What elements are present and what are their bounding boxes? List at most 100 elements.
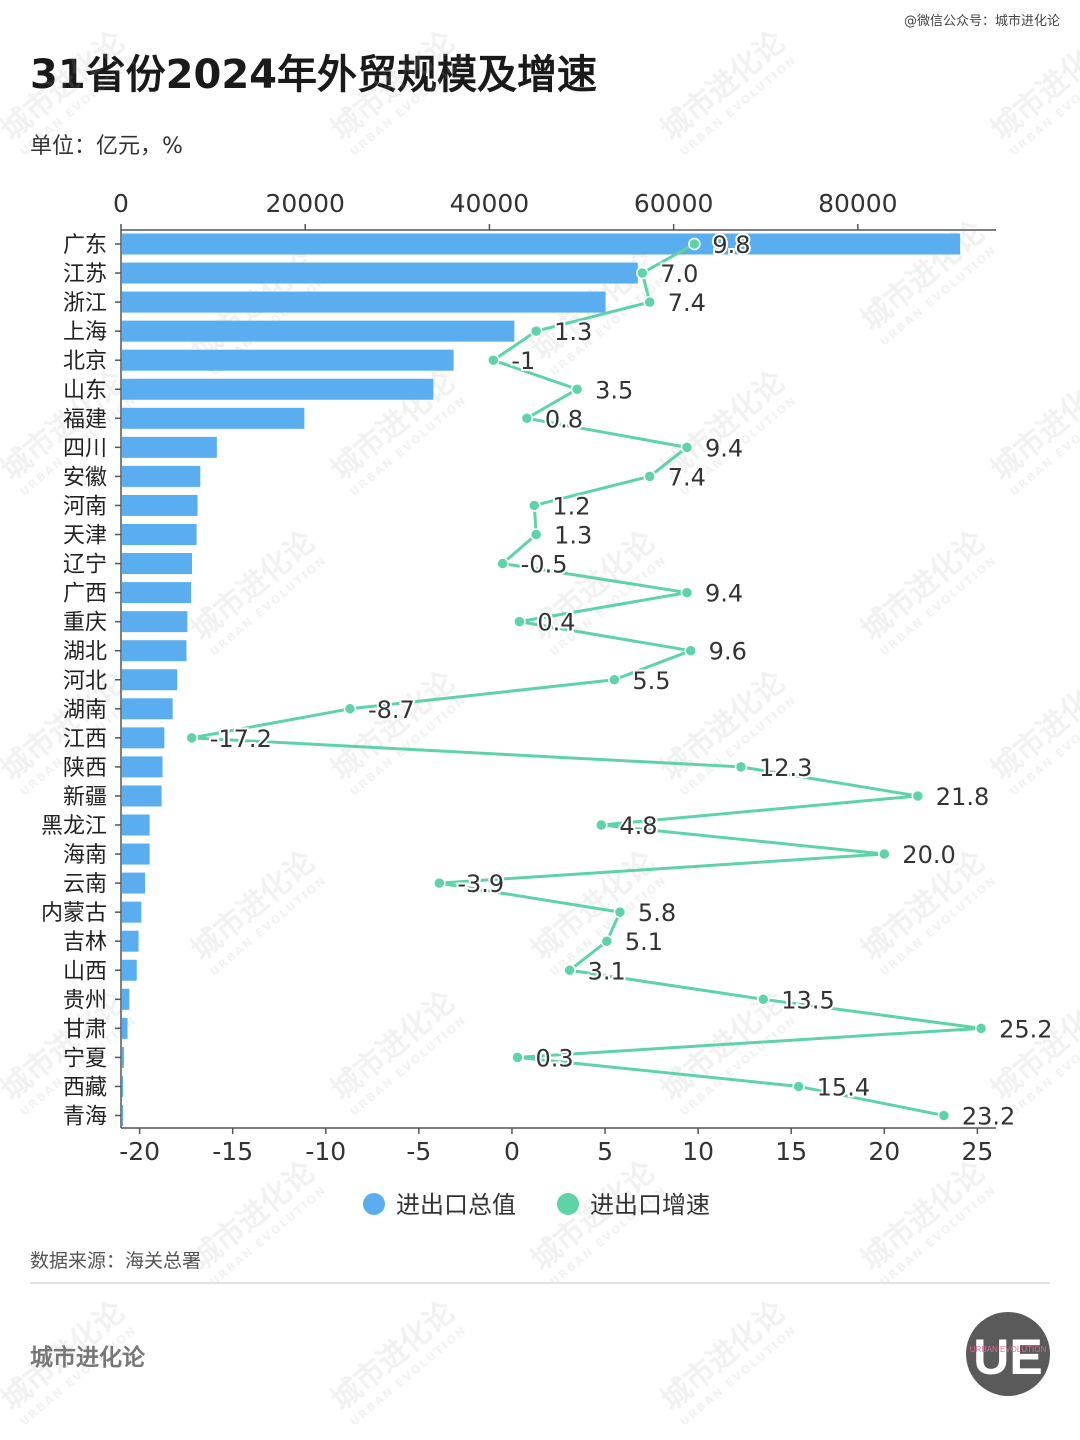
growth-point-云南: [433, 876, 446, 890]
growth-label-甘肃: 25.2: [999, 1015, 1052, 1043]
category-label: 福建: [63, 407, 107, 432]
bar-海南: [122, 843, 150, 865]
growth-point-北京: [487, 353, 500, 367]
growth-label-北京: -1: [511, 347, 535, 375]
bar-西藏: [122, 1075, 123, 1097]
growth-label-湖北: 9.6: [709, 638, 747, 666]
category-label: 四川: [63, 436, 107, 461]
category-label: 黑龙江: [41, 814, 107, 839]
bottom-axis-tick-label: 10: [682, 1137, 714, 1166]
growth-point-山西: [563, 964, 576, 977]
growth-label-山东: 3.5: [595, 376, 633, 404]
growth-label-广西: 9.4: [705, 580, 743, 608]
growth-label-云南: -3.9: [457, 870, 504, 898]
legend-label-1: 进出口总值: [396, 1191, 516, 1219]
category-label: 山东: [63, 378, 107, 403]
top-axis-tick-label: 60000: [634, 189, 714, 218]
growth-point-浙江: [643, 295, 656, 309]
growth-point-黑龙江: [595, 818, 608, 832]
category-label: 江苏: [63, 262, 107, 287]
growth-point-辽宁: [496, 557, 509, 570]
bar-辽宁: [122, 553, 192, 575]
growth-point-吉林: [600, 934, 614, 948]
brand-name: 城市进化论: [30, 1345, 145, 1371]
bottom-axis-tick-label: -20: [119, 1137, 160, 1166]
growth-label-上海: 1.3: [554, 318, 592, 346]
growth-point-新疆: [911, 789, 925, 803]
category-label: 湖北: [63, 640, 107, 665]
bottom-axis-tick-label: 0: [504, 1137, 520, 1166]
bar-北京: [122, 349, 454, 371]
bottom-axis-tick-label: 25: [961, 1137, 993, 1166]
bar-浙江: [122, 291, 606, 313]
growth-point-河北: [608, 673, 621, 686]
growth-point-宁夏: [511, 1051, 524, 1064]
category-label: 北京: [63, 349, 107, 374]
bottom-axis-tick-label: -15: [212, 1137, 253, 1166]
growth-point-重庆: [513, 615, 526, 628]
bar-陕西: [122, 756, 163, 778]
growth-point-贵州: [757, 993, 770, 1006]
growth-label-浙江: 7.4: [668, 289, 706, 317]
growth-label-青海: 23.2: [962, 1103, 1015, 1131]
growth-point-内蒙古: [613, 905, 627, 919]
bar-黑龙江: [122, 814, 150, 836]
category-label: 新疆: [63, 785, 107, 810]
growth-label-河南: 1.2: [552, 492, 590, 520]
bar-福建: [122, 407, 305, 429]
growth-point-陕西: [734, 760, 748, 774]
growth-point-广西: [680, 586, 694, 599]
growth-point-福建: [520, 412, 534, 425]
credit-watermark: @微信公众号：城市进化论: [903, 14, 1060, 29]
growth-label-四川: 9.4: [705, 434, 743, 462]
category-label: 安徽: [63, 465, 107, 490]
chart: 0 20000 40000 60000 80000 -20 -15 -10 -5 0 5 10 15 20…: [41, 189, 1055, 1219]
category-label: 河北: [63, 669, 107, 694]
bar-湖南: [122, 698, 173, 720]
category-label: 宁夏: [63, 1046, 107, 1071]
top-axis-tick-label: 80000: [818, 189, 898, 218]
category-label: 海南: [63, 843, 107, 868]
divider: [30, 1282, 1050, 1284]
growth-label-新疆: 21.8: [936, 783, 989, 811]
category-label: 重庆: [63, 611, 107, 636]
category-label: 云南: [63, 872, 107, 897]
growth-label-天津: 1.3: [554, 522, 592, 550]
category-label: 吉林: [63, 930, 107, 955]
growth-label-陕西: 12.3: [759, 754, 812, 782]
growth-point-山东: [570, 383, 584, 396]
growth-label-湖南: -8.7: [368, 696, 415, 724]
legend-label-2: 进出口增速: [590, 1191, 710, 1219]
legend-marker-2: [557, 1193, 579, 1215]
growth-label-内蒙古: 5.8: [638, 899, 676, 927]
growth-label-西藏: 15.4: [817, 1073, 870, 1101]
growth-point-天津: [529, 528, 543, 541]
bottom-axis-tick-label: 15: [775, 1137, 807, 1166]
unit-label: 单位：亿元，%: [30, 134, 183, 159]
data-source: 数据来源：海关总署: [30, 1250, 202, 1272]
growth-point-广东: [688, 237, 701, 251]
bar-江苏: [122, 262, 638, 284]
bar-重庆: [122, 611, 188, 633]
category-label: 西藏: [63, 1075, 107, 1100]
legend-marker-1: [363, 1193, 385, 1215]
bottom-axis-tick-label: -5: [406, 1137, 431, 1166]
bar-新疆: [122, 785, 162, 807]
bar-河南: [122, 494, 198, 516]
growth-point-河南: [528, 499, 541, 512]
bar-甘肃: [122, 1017, 128, 1039]
growth-point-海南: [878, 847, 891, 861]
logo-ring-text: URBAN EVOLUTION: [970, 1345, 1047, 1354]
growth-point-西藏: [792, 1080, 805, 1093]
growth-point-安徽: [643, 470, 656, 483]
bar-吉林: [122, 930, 139, 952]
bar-上海: [122, 320, 515, 342]
bar-宁夏: [122, 1046, 124, 1068]
growth-label-山西: 3.1: [588, 957, 626, 985]
growth-label-江苏: 7.0: [660, 260, 698, 288]
growth-label-海南: 20.0: [902, 841, 955, 869]
